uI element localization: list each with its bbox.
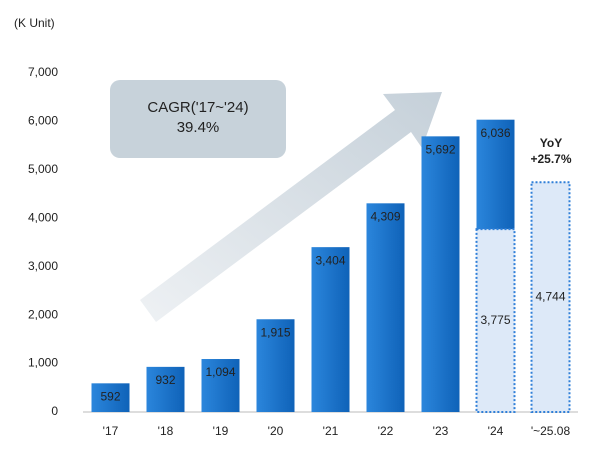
value-label: 592 [100,390,120,404]
highlight-value-label: 4,744 [535,289,565,303]
y-tick-label: 3,000 [28,259,58,273]
x-tick-label: '21 [323,424,339,438]
cagr-value: 39.4% [177,119,220,136]
x-tick-label: '~25.08 [531,424,571,438]
value-label: 932 [155,373,175,387]
x-tick-label: '24 [488,424,504,438]
value-label: 4,309 [370,209,400,223]
trend-arrow [140,92,442,322]
value-label: 6,036 [480,126,510,140]
value-label: 1,094 [205,365,235,379]
x-tick-label: '19 [213,424,229,438]
bar [366,203,405,412]
value-label: 5,692 [425,143,455,157]
x-tick-label: '17 [103,424,119,438]
highlight-bar [530,181,571,413]
y-tick-label: 5,000 [28,162,58,176]
y-tick-label: 0 [51,404,58,418]
x-tick-label: '22 [378,424,394,438]
x-tick-label: '20 [268,424,284,438]
y-tick-label: 2,000 [28,307,58,321]
yoy-label: YoY [540,136,562,150]
cagr-box [110,80,286,158]
value-label: 3,404 [315,253,345,267]
highlight-value-label: 3,775 [480,313,510,327]
y-tick-label: 4,000 [28,210,58,224]
bar [311,247,350,412]
bar [91,383,130,412]
bar [201,359,240,412]
x-tick-label: '23 [433,424,449,438]
unit-label: (K Unit) [14,16,55,30]
x-tick-label: '18 [158,424,174,438]
highlight-bar [475,228,516,413]
y-tick-label: 6,000 [28,114,58,128]
y-tick-label: 7,000 [28,65,58,79]
yoy-value: +25.7% [530,152,571,166]
value-label: 1,915 [260,325,290,339]
bar [146,366,185,412]
y-tick-label: 1,000 [28,356,58,370]
bar [256,319,295,412]
bar [421,136,460,412]
cagr-label: CAGR('17~'24) [147,99,248,116]
